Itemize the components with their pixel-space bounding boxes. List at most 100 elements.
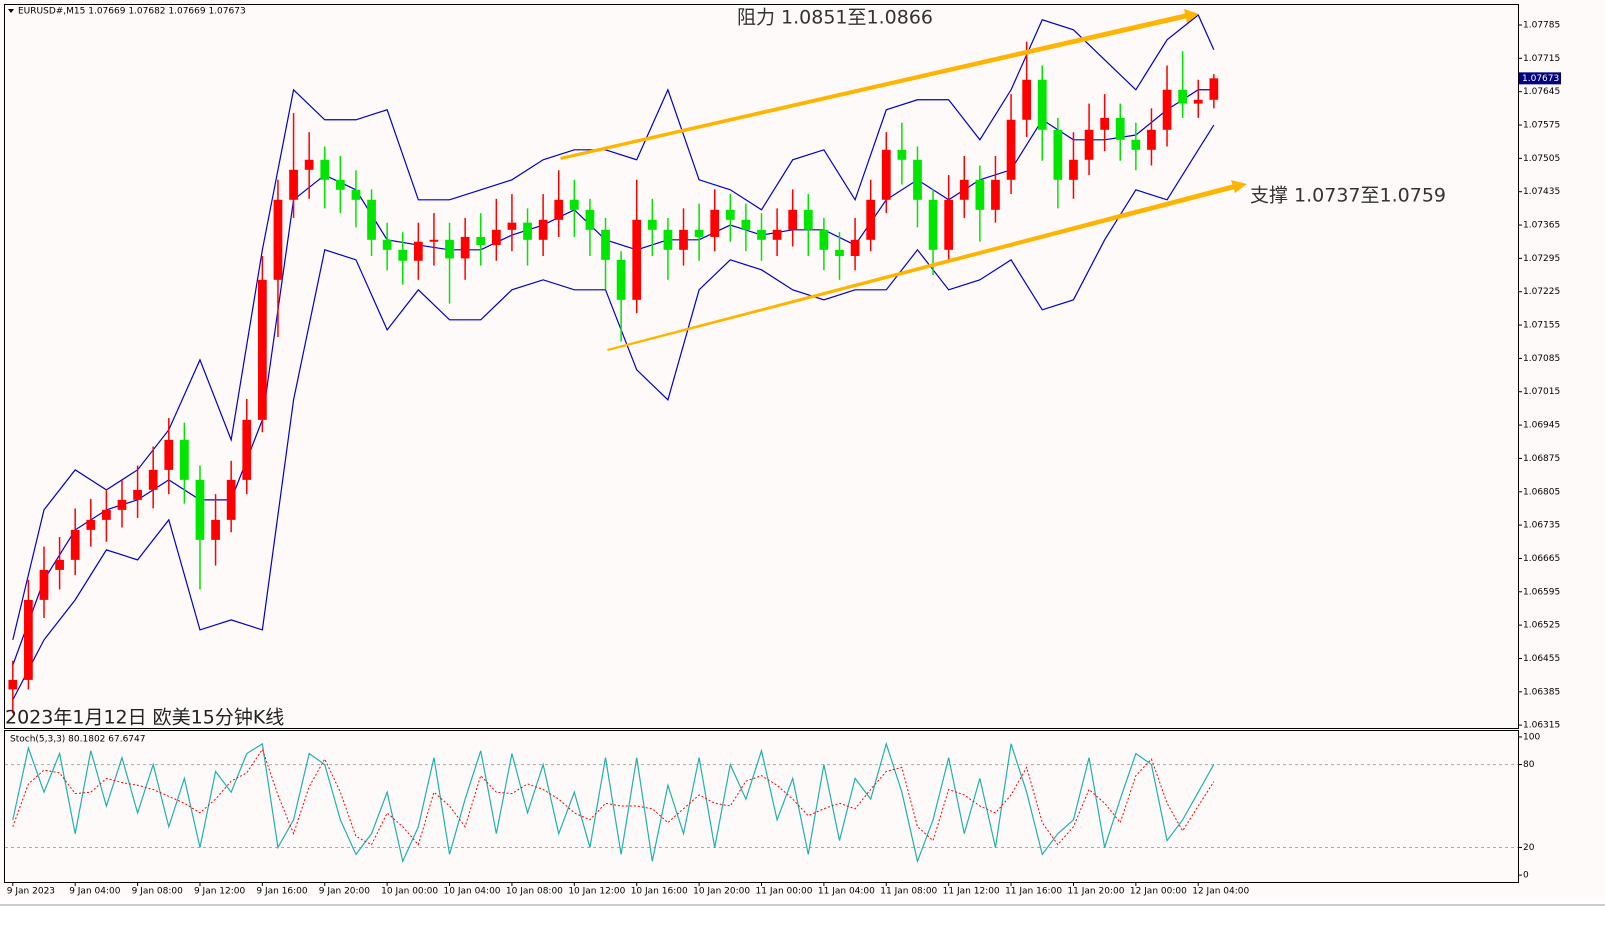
- x-tick-label: 9 Jan 08:00: [132, 887, 184, 897]
- candle-body: [1037, 79, 1047, 130]
- x-tick-label: 10 Jan 12:00: [568, 887, 625, 897]
- candle-body: [335, 179, 345, 190]
- y-tick-label: 1.07645: [1523, 87, 1560, 97]
- candle-body: [788, 209, 798, 230]
- x-tick-label: 10 Jan 04:00: [444, 887, 501, 897]
- candle-body: [55, 559, 64, 570]
- candle-body: [1053, 129, 1063, 180]
- candle-body: [881, 149, 891, 200]
- candle-body: [320, 159, 330, 180]
- background: [0, 0, 1605, 900]
- y-tick-label: 80: [1523, 760, 1535, 770]
- current-price-tag: [1519, 72, 1561, 85]
- candle-body: [975, 179, 985, 210]
- y-tick-label: 1.07505: [1523, 154, 1560, 164]
- candle-body: [663, 229, 673, 250]
- candle-body: [1131, 139, 1141, 150]
- candle-body: [1209, 78, 1219, 100]
- candle-body: [757, 229, 766, 240]
- y-tick-label: 1.07295: [1523, 254, 1560, 264]
- candle-body: [1147, 129, 1156, 150]
- candle-body: [304, 159, 314, 170]
- candle-body: [289, 169, 298, 200]
- candle-body: [382, 239, 392, 250]
- candle-body: [413, 241, 423, 261]
- y-tick-label: 1.06315: [1523, 721, 1560, 731]
- chart-title: EURUSD#,M15 1.07669 1.07682 1.07669 1.07…: [18, 7, 246, 17]
- candle-body: [117, 499, 127, 510]
- candle-body: [1178, 89, 1188, 104]
- candle-body: [725, 209, 735, 220]
- x-tick-label: 9 Jan 20:00: [319, 887, 371, 897]
- y-tick-label: 1.07715: [1523, 54, 1560, 64]
- candle-body: [554, 199, 564, 220]
- annotation: 阻力 1.0851至1.0866: [737, 7, 933, 29]
- candle-body: [741, 219, 751, 230]
- x-tick-label: 11 Jan 16:00: [1005, 887, 1062, 897]
- x-tick-label: 9 Jan 04:00: [69, 887, 121, 897]
- candle-body: [897, 149, 907, 160]
- candle-body: [39, 569, 49, 600]
- candle-body: [1193, 99, 1203, 104]
- y-tick-label: 1.06595: [1523, 587, 1560, 597]
- resistance-arrow: [560, 13, 1188, 160]
- x-tick-label: 10 Jan 08:00: [506, 887, 563, 897]
- candle-body: [351, 189, 361, 200]
- candle-body: [273, 199, 283, 280]
- y-tick-label: 20: [1523, 843, 1535, 853]
- candle-body: [242, 419, 252, 480]
- candle-body: [86, 519, 96, 530]
- stoch-line: [12, 741, 1215, 864]
- candle-body: [772, 229, 782, 240]
- candle-body: [102, 509, 111, 520]
- candle-body: [429, 239, 439, 242]
- current-price-label: 1.07673: [1522, 74, 1559, 84]
- candle-body: [211, 519, 220, 540]
- candle-body: [398, 249, 408, 261]
- candle-body: [24, 599, 33, 680]
- annotation: 支撑 1.0737至1.0759: [1250, 185, 1446, 207]
- x-tick-label: 11 Jan 00:00: [756, 887, 813, 897]
- candle-body: [803, 209, 813, 230]
- candle-body: [991, 179, 1000, 210]
- candle-body: [180, 439, 189, 480]
- y-tick-label: 100: [1523, 732, 1540, 742]
- candle-body: [491, 229, 501, 246]
- x-tick-label: 11 Jan 04:00: [818, 887, 875, 897]
- candle-body: [538, 219, 548, 240]
- x-tick-label: 11 Jan 12:00: [943, 887, 1000, 897]
- x-tick-label: 9 Jan 12:00: [194, 887, 246, 897]
- y-tick-label: 1.07785: [1523, 21, 1560, 31]
- x-tick-label: 10 Jan 20:00: [693, 887, 750, 897]
- candle-body: [944, 199, 954, 250]
- candle-body: [507, 222, 517, 230]
- indicator-title: Stoch(5,3,3) 80.1802 67.6747: [10, 735, 145, 745]
- candle-body: [679, 229, 688, 250]
- candle-body: [913, 159, 922, 200]
- y-tick-label: 0: [1523, 871, 1529, 881]
- candle-body: [1115, 117, 1125, 140]
- candle-body: [819, 229, 829, 250]
- main-panel-frame: [4, 4, 1519, 729]
- candle-body: [1022, 79, 1032, 120]
- candle-body: [616, 259, 626, 300]
- candle-body: [257, 279, 267, 420]
- candle-body: [1162, 89, 1172, 130]
- candle-body: [928, 199, 938, 250]
- menu-triangle: [8, 9, 14, 13]
- arrow-head: [1184, 9, 1199, 23]
- candle-body: [850, 239, 860, 257]
- y-tick-label: 1.07085: [1523, 354, 1560, 364]
- candle-body: [367, 199, 376, 240]
- x-tick-label: 9 Jan 16:00: [256, 887, 308, 897]
- candle-body: [164, 439, 174, 470]
- candle-body: [1084, 129, 1094, 160]
- y-tick-label: 1.07155: [1523, 321, 1560, 331]
- y-tick-label: 1.07575: [1523, 121, 1560, 131]
- candle-body: [476, 236, 486, 246]
- y-tick-label: 1.06525: [1523, 621, 1560, 631]
- candle-body: [959, 179, 969, 200]
- candle-body: [601, 229, 610, 260]
